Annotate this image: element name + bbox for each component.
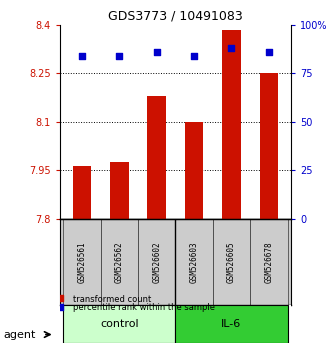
Text: transformed count: transformed count [73, 295, 151, 304]
Text: GSM526561: GSM526561 [77, 241, 86, 282]
Point [266, 49, 271, 55]
Text: agent: agent [3, 330, 36, 339]
Point [117, 53, 122, 59]
Bar [147, 96, 166, 219]
FancyBboxPatch shape [250, 219, 288, 304]
FancyBboxPatch shape [213, 219, 250, 304]
FancyBboxPatch shape [175, 219, 213, 304]
Text: GSM526602: GSM526602 [152, 241, 161, 282]
Point [191, 53, 197, 59]
FancyBboxPatch shape [63, 219, 101, 304]
Point [229, 45, 234, 51]
Text: IL-6: IL-6 [221, 319, 242, 329]
Text: GSM526562: GSM526562 [115, 241, 124, 282]
FancyBboxPatch shape [63, 304, 175, 343]
Text: percentile rank within the sample: percentile rank within the sample [73, 303, 215, 313]
Text: GSM526605: GSM526605 [227, 241, 236, 282]
Text: control: control [100, 319, 139, 329]
Text: GSM526603: GSM526603 [190, 241, 199, 282]
Bar [73, 166, 91, 219]
Point [154, 49, 160, 55]
Title: GDS3773 / 10491083: GDS3773 / 10491083 [108, 9, 243, 22]
Bar [185, 122, 204, 219]
Point [58, 295, 63, 301]
FancyBboxPatch shape [175, 304, 288, 343]
Bar [110, 162, 129, 219]
Point [79, 53, 85, 59]
Bar [222, 30, 241, 219]
Point [58, 304, 63, 310]
Bar [260, 73, 278, 219]
FancyBboxPatch shape [101, 219, 138, 304]
FancyBboxPatch shape [138, 219, 175, 304]
Text: GSM526678: GSM526678 [264, 241, 273, 282]
